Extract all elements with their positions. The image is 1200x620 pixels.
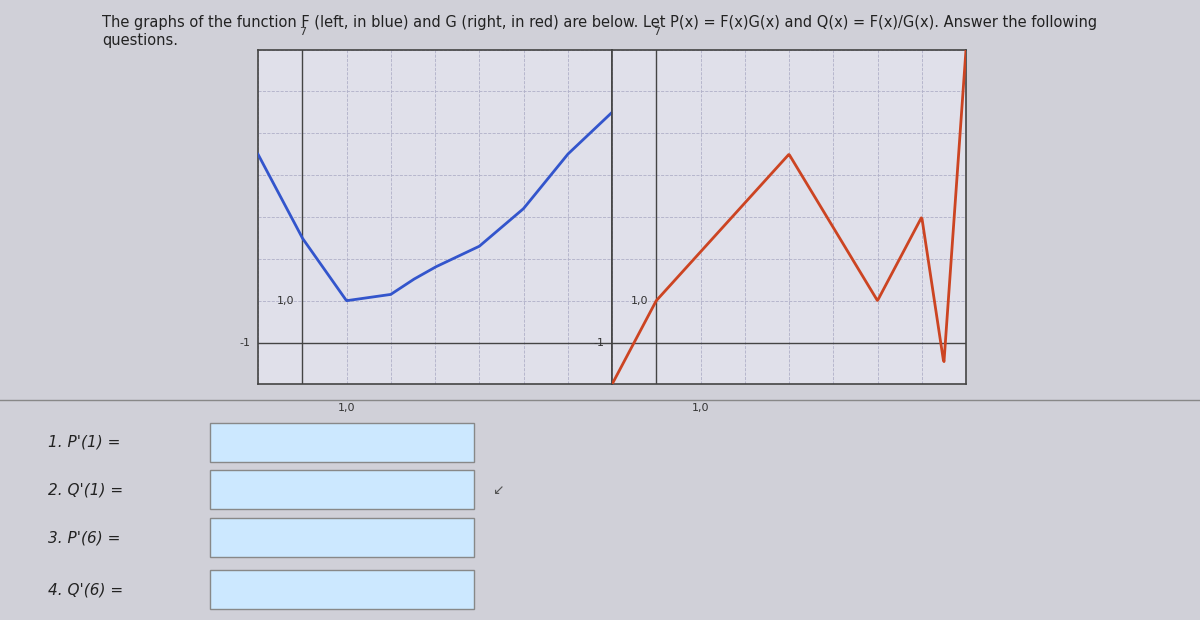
Text: The graphs of the function F (left, in blue) and G (right, in red) are below. Le: The graphs of the function F (left, in b… xyxy=(102,16,1097,48)
Text: 7: 7 xyxy=(654,27,661,37)
Text: 1,0: 1,0 xyxy=(691,403,709,414)
FancyBboxPatch shape xyxy=(210,423,474,461)
Text: -1: -1 xyxy=(239,337,250,348)
FancyBboxPatch shape xyxy=(210,470,474,510)
Text: 1,0: 1,0 xyxy=(631,296,648,306)
Text: 2. Q'(1) =: 2. Q'(1) = xyxy=(48,482,124,497)
Text: 1,0: 1,0 xyxy=(337,403,355,414)
Text: 3. P'(6) =: 3. P'(6) = xyxy=(48,530,120,545)
FancyBboxPatch shape xyxy=(210,518,474,557)
Text: 4. Q'(6) =: 4. Q'(6) = xyxy=(48,582,124,597)
Text: 1,0: 1,0 xyxy=(277,296,294,306)
FancyBboxPatch shape xyxy=(210,570,474,609)
Text: 1. P'(1) =: 1. P'(1) = xyxy=(48,435,120,449)
Text: 7: 7 xyxy=(300,27,307,37)
Text: -1: -1 xyxy=(593,337,604,348)
Text: ↙: ↙ xyxy=(492,483,504,497)
